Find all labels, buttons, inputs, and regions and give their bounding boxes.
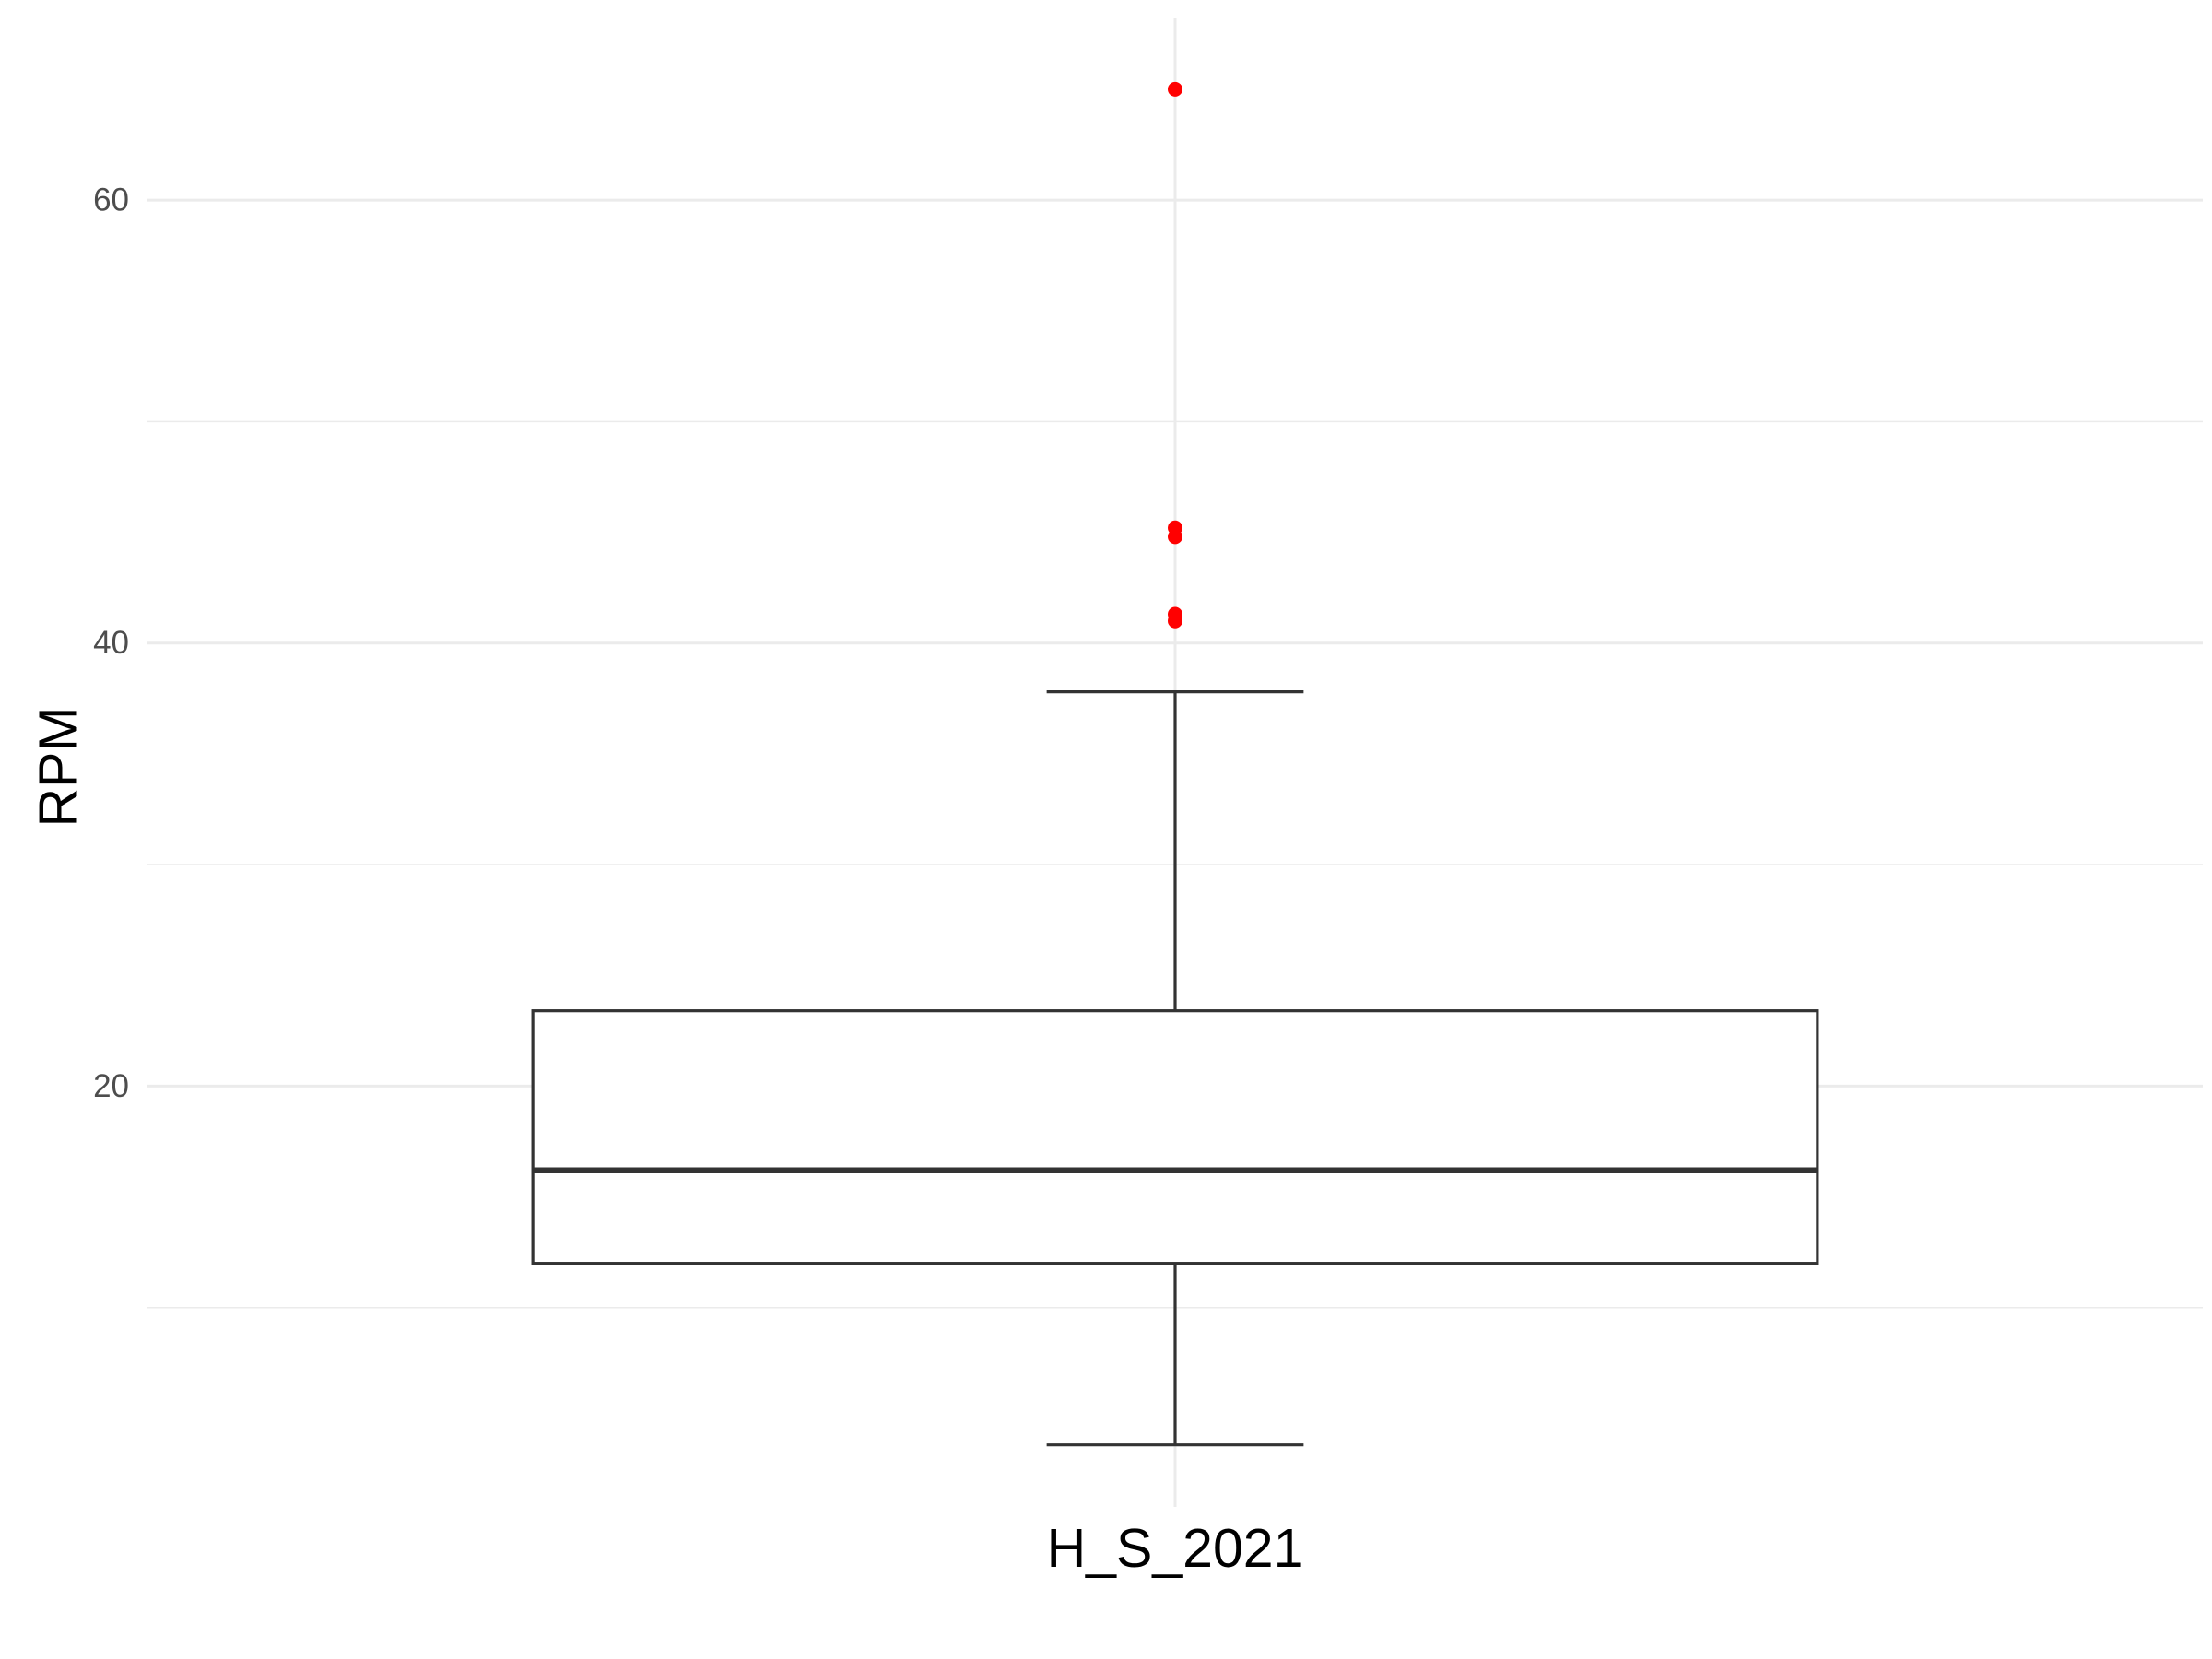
box-layer: [531, 689, 1819, 1447]
y-tick-label: 40: [93, 625, 129, 661]
outlier-point: [1168, 613, 1182, 629]
iqr-box: [531, 1009, 1819, 1265]
x-category-label: H_S_2021: [1047, 1518, 1304, 1579]
outlier-layer: [1168, 81, 1182, 629]
y-tick-labels: 20 40 60: [93, 182, 129, 1104]
grid-layer: [147, 18, 2203, 1507]
outlier-point: [1168, 81, 1182, 97]
outlier-point: [1168, 529, 1182, 545]
y-tick-label: 60: [93, 182, 129, 218]
y-axis-title: RPM: [29, 706, 89, 827]
x-category-labels: H_S_2021: [1047, 1518, 1304, 1579]
y-tick-label: 20: [93, 1068, 129, 1104]
